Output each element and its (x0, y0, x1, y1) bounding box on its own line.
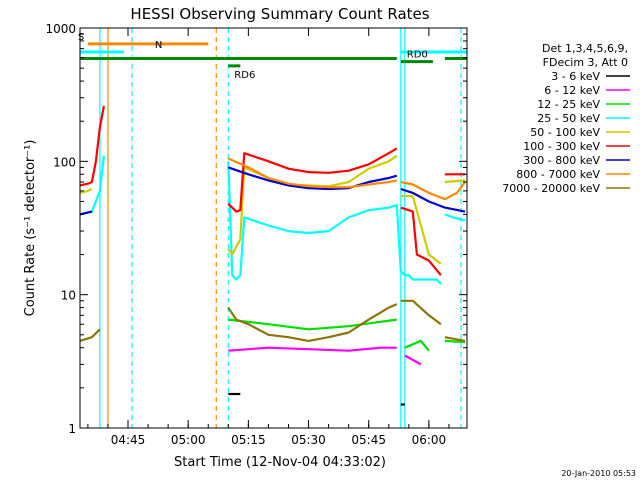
series-5-segment-4 (444, 179, 466, 184)
series-4-segment-2 (227, 161, 442, 285)
x-tick-label-4: 05:30 (291, 433, 326, 447)
series-6-segment-3 (400, 206, 442, 276)
flag-label-rd6: RD6 (234, 70, 255, 81)
legend-label-6: 100 - 300 keV (523, 140, 600, 153)
chart-title: HESSI Observing Summary Count Rates (130, 5, 429, 23)
series-1 (228, 392, 405, 406)
x-tick-label-2: 05:00 (171, 433, 206, 447)
y-tick-label-1: 1 (68, 422, 76, 436)
flag-label-rd0: RD0 (407, 50, 428, 61)
y-tick-label-3: 100 (53, 155, 76, 169)
series-6-segment-1 (80, 105, 105, 187)
series-3-segment-2 (404, 339, 430, 352)
legend-label-1: 3 - 6 keV (551, 70, 600, 83)
series-8 (227, 157, 466, 201)
series-7-segment-3 (400, 187, 466, 213)
series-9-segment-1 (80, 328, 101, 342)
y-axis-label: Count Rate (s⁻¹ detector⁻¹) (23, 140, 38, 317)
y-tick-label-2: 10 (61, 289, 76, 303)
series-9-segment-4 (444, 336, 466, 342)
series-6 (80, 105, 465, 276)
x-tick-label-5: 05:45 (351, 433, 386, 447)
series-2 (228, 346, 422, 366)
plot-frame (79, 27, 468, 429)
footer-date: 20-Jan-2010 05:53 (561, 469, 636, 478)
series-5-segment-1 (80, 188, 93, 194)
series-8-segment-1 (227, 157, 398, 189)
plot-layer (80, 28, 466, 428)
legend-label-7: 300 - 800 keV (523, 154, 600, 167)
legend-label-5: 50 - 100 keV (530, 126, 600, 139)
legend-label-9: 7000 - 20000 keV (502, 182, 600, 195)
x-axis-label: Start Time (12-Nov-04 04:33:02) (174, 455, 386, 470)
x-tick-label-6: 06:00 (412, 433, 447, 447)
series-9 (80, 299, 466, 342)
series-8-segment-2 (400, 180, 466, 201)
series-5-segment-3 (400, 194, 442, 265)
series-4-segment-3 (444, 213, 466, 222)
legend-label-8: 800 - 7000 keV (516, 168, 600, 181)
series-7-segment-2 (227, 166, 398, 191)
series-2-segment-1 (228, 346, 397, 352)
y-tick-label-4: 1000 (45, 22, 76, 36)
legend-header-line-1: Det 1,3,4,5,6,9, (542, 42, 628, 55)
series-6-segment-2 (227, 147, 398, 213)
legend-label-2: 6 - 12 keV (544, 84, 600, 97)
legend-label-4: 25 - 50 keV (537, 112, 600, 125)
series-3-segment-1 (228, 318, 397, 331)
flag-label-n: N (155, 40, 162, 51)
x-tick-label-1: 04:45 (111, 433, 146, 447)
axis-layer: 04:45 05:00 05:15 05:30 05:45 06:00 1 10 100 1000 (45, 22, 468, 447)
series-9-segment-2 (227, 303, 398, 342)
legend-header-line-2: FDecim 3, Att 0 (543, 56, 628, 69)
flag-layer: S N RD0 RD6 (78, 32, 467, 81)
legend-label-3: 12 - 25 keV (537, 98, 600, 111)
series-3 (228, 318, 466, 352)
series-2-segment-2 (404, 354, 422, 366)
series-9-segment-3 (400, 299, 442, 326)
series-3-segment-3 (444, 339, 466, 344)
x-tick-label-3: 05:15 (231, 433, 266, 447)
flag-label-s: S (78, 32, 84, 43)
